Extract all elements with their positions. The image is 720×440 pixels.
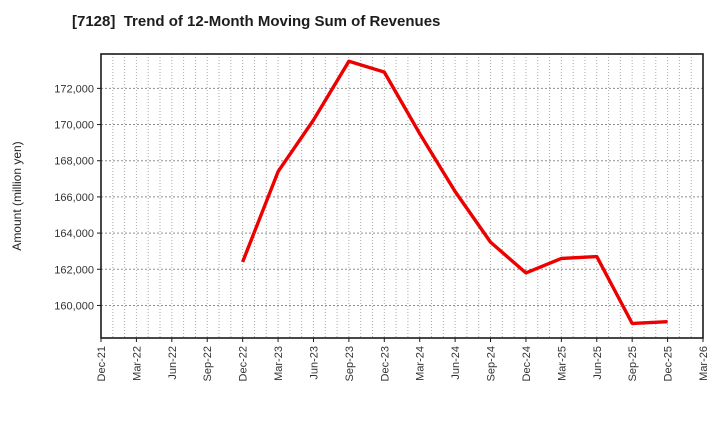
x-tick-labels: Dec-21 Mar-22 Jun-22 Sep-22 Dec-22 Mar-23 Jun-… [96,346,710,381]
x-tick-label: Mar-24 [415,346,427,381]
x-tick-label: Jun-22 [167,346,179,380]
x-tick-label: Sep-22 [202,346,214,381]
x-tick-label: Dec-23 [379,346,391,381]
y-tick-label: 168,000 [54,156,94,168]
y-tick-label: 166,000 [54,192,94,204]
y-tick-label: 162,000 [54,264,94,276]
axis-ticks [97,87,704,342]
x-tick-label: Sep-25 [627,346,639,381]
plot-frame [100,53,704,339]
x-tick-label: Jun-24 [450,346,462,380]
horizontal-gridlines [101,87,703,306]
revenue-line [241,59,668,326]
y-axis-title: Amount (million yen) [10,141,24,250]
vertical-gridlines [100,54,704,338]
x-tick-label: Sep-24 [486,346,498,381]
y-tick-labels: 160,000 162,000 164,000 166,000 168,000 170,0… [54,83,94,312]
x-tick-label: Mar-26 [698,346,710,381]
x-tick-label: Jun-23 [308,346,320,380]
x-tick-label: Dec-25 [663,346,675,381]
y-tick-label: 172,000 [54,83,94,95]
x-tick-label: Dec-21 [96,346,108,381]
y-tick-label: 160,000 [54,300,94,312]
x-tick-label: Mar-22 [131,346,143,381]
chart-title: [7128] Trend of 12-Month Moving Sum of R… [72,13,441,30]
x-tick-label: Mar-23 [273,346,285,381]
y-tick-label: 170,000 [54,120,94,132]
x-tick-label: Dec-22 [238,346,250,381]
x-tick-label: Dec-24 [521,346,533,381]
x-tick-label: Mar-25 [556,346,568,381]
x-tick-label: Jun-25 [592,346,604,380]
y-tick-label: 164,000 [54,228,94,240]
x-tick-label: Sep-23 [344,346,356,381]
